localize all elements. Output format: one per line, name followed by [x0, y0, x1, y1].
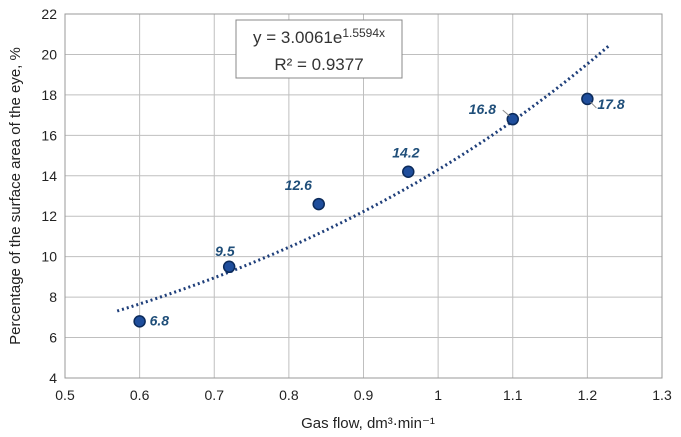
x-tick-label: 0.8: [279, 387, 299, 403]
label-leader-line: [502, 109, 511, 117]
x-tick-label: 0.9: [354, 387, 374, 403]
trendline-group: [116, 43, 611, 313]
y-axis-title: Percentage of the surface area of the ey…: [7, 47, 24, 345]
x-tick-label: 1: [434, 387, 442, 403]
x-tick-labels: 0.5 0.6 0.7 0.8 0.9 1 1.1 1.2 1.3: [55, 387, 672, 403]
data-point: [312, 197, 325, 211]
data-label: 14.2: [392, 145, 419, 161]
y-tick-labels: 4 6 8 10 12 14 16 18 20 22: [41, 6, 57, 386]
equation-base: y = 3.0061e: [253, 28, 342, 47]
x-tick-label: 0.5: [55, 387, 75, 403]
data-label: 17.8: [597, 96, 624, 112]
y-tick-label: 22: [41, 6, 57, 22]
x-tick-label: 0.6: [130, 387, 150, 403]
y-tick-label: 10: [41, 249, 57, 265]
equation-exponent: 1.5594x: [342, 26, 385, 40]
y-tick-label: 12: [41, 208, 57, 224]
y-tick-label: 20: [41, 46, 57, 62]
plot-area-border: [64, 13, 663, 379]
x-tick-label: 0.7: [205, 387, 225, 403]
y-tick-label: 14: [41, 168, 57, 184]
y-tick-label: 8: [49, 289, 57, 305]
data-points: [133, 92, 594, 328]
y-tick-label: 6: [49, 330, 57, 346]
trendline: [116, 43, 611, 313]
x-tick-label: 1.1: [503, 387, 523, 403]
data-label: 6.8: [150, 312, 170, 328]
x-tick-label: 1.2: [578, 387, 598, 403]
r-squared-text: R² = 0.9377: [274, 55, 363, 74]
x-axis-title: Gas flow, dm³·min⁻¹: [301, 415, 435, 432]
data-point: [402, 165, 415, 178]
data-point: [506, 112, 519, 126]
equation-text: y = 3.0061e1.5594x: [253, 26, 385, 47]
data-point: [581, 92, 594, 106]
y-tick-label: 16: [41, 127, 57, 143]
data-point: [133, 315, 146, 328]
data-label: 16.8: [469, 101, 496, 117]
y-tick-label: 4: [49, 370, 57, 386]
data-label: 9.5: [215, 243, 235, 259]
equation-box: y = 3.0061e1.5594x R² = 0.9377: [235, 19, 403, 79]
data-point: [222, 260, 236, 274]
data-label: 12.6: [285, 177, 312, 193]
x-tick-label: 1.3: [652, 387, 672, 403]
y-tick-label: 18: [41, 87, 57, 103]
label-leader-line: [590, 101, 597, 109]
data-labels: 6.8 9.5 12.6 14.2 16.8 17.8: [150, 96, 625, 328]
